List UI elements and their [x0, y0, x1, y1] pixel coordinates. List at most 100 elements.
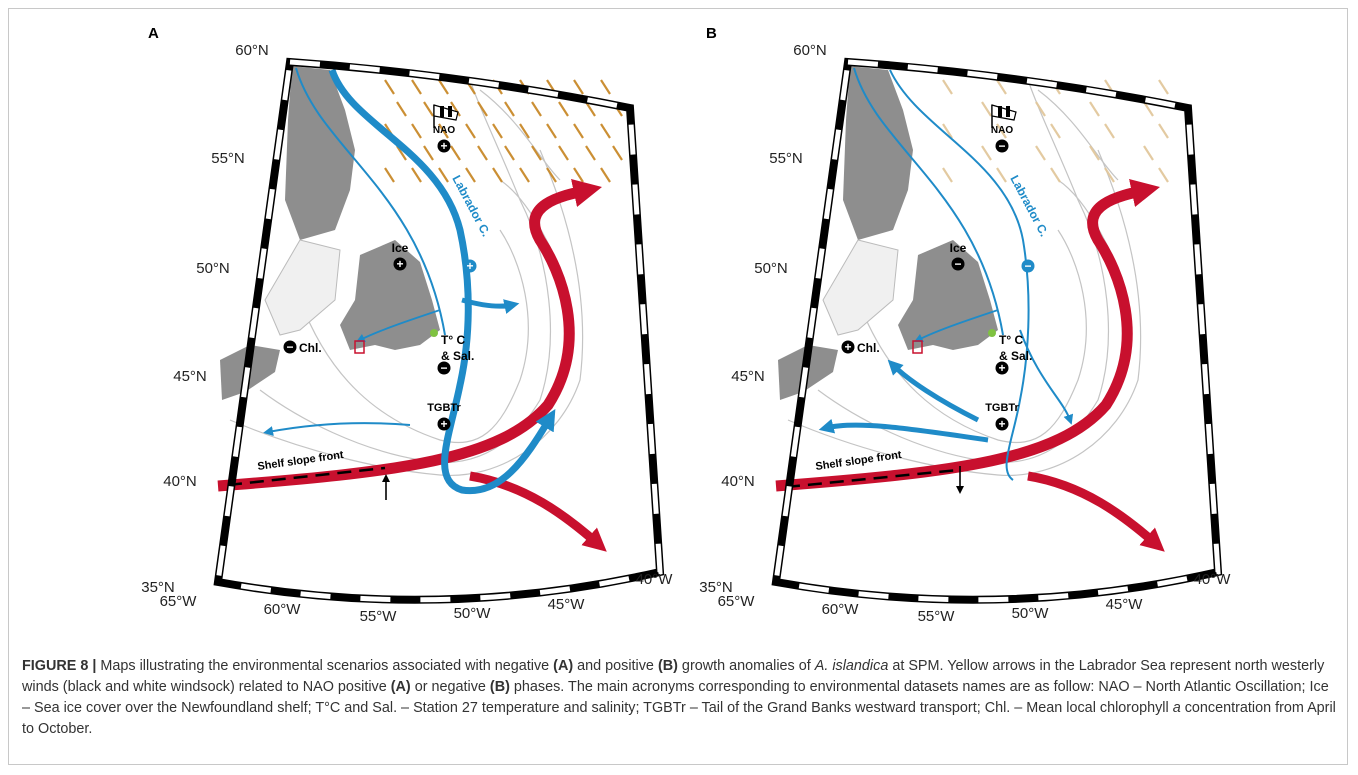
land-gulf [264, 239, 341, 336]
lon-label: 65°W [718, 593, 756, 610]
indicator-circle [951, 257, 965, 271]
lat-label: 45°N [731, 368, 765, 385]
indicator-sign: − [286, 340, 293, 354]
wind-arrow [1035, 145, 1046, 161]
ice-label: Ice [950, 241, 967, 255]
wind-arrow [1089, 101, 1100, 117]
indicator-sign: + [466, 259, 473, 273]
indicator-sign: − [440, 361, 447, 375]
wind-arrow [546, 167, 557, 183]
sal-label: & Sal. [441, 349, 474, 363]
wind-arrow [1050, 123, 1061, 139]
nao-label: NAO [991, 125, 1013, 136]
wind-arrow [558, 145, 569, 161]
indicator-sign: − [998, 139, 1005, 153]
panel-label: A [148, 25, 159, 42]
indicator-circle [995, 361, 1009, 375]
gulf-stream-branch [1027, 471, 1165, 552]
labrador-current [889, 69, 1030, 481]
wind-arrow [942, 167, 953, 183]
figure-frame [8, 8, 1348, 765]
land-labrador [285, 66, 355, 240]
wind-arrow [600, 79, 611, 95]
wind-arrow [423, 101, 434, 117]
indicator-circle [283, 340, 297, 354]
wind-arrow [492, 123, 503, 139]
caption-segment: FIGURE 8 | [22, 658, 97, 674]
caption-segment: a [1172, 700, 1181, 716]
gulf-branch [887, 359, 980, 423]
lon-label: 40°W [636, 571, 674, 588]
indicator-sign: − [954, 257, 961, 271]
wind-arrow [450, 101, 461, 117]
wind-arrow [1158, 167, 1169, 183]
wind-arrow [411, 167, 422, 183]
windsock-band [998, 106, 1002, 117]
caption-segment: (B) [657, 658, 678, 674]
tgbtr-label: TGBTr [985, 402, 1019, 414]
gulf-branch-thin [913, 309, 999, 343]
wind-arrow [531, 145, 542, 161]
caption-segment: growth anomalies of [677, 658, 815, 674]
bathymetry-contour [817, 79, 1109, 464]
gulf-stream [775, 179, 1160, 492]
wind-arrow [411, 79, 422, 95]
shelf-front [227, 466, 386, 487]
wind-arrow [996, 167, 1007, 183]
wind-arrow [1158, 123, 1169, 139]
lat-label: 35°N [699, 579, 733, 596]
indicator-circle [437, 361, 451, 375]
wind-arrow [600, 167, 611, 183]
wind-arrow [504, 101, 515, 117]
wind-arrow [1035, 101, 1046, 117]
ice-label: Ice [392, 241, 409, 255]
wind-arrow [384, 167, 395, 183]
station-27 [988, 329, 996, 337]
map-frame-dash [773, 59, 1221, 603]
wind-arrow [477, 101, 488, 117]
windsock-band [440, 106, 444, 117]
lon-label: 45°W [1106, 596, 1144, 613]
wind-arrow [981, 145, 992, 161]
wind-arrow [519, 167, 530, 183]
indicator-sign: + [440, 139, 447, 153]
indicator-circle [463, 259, 477, 273]
indicator-sign: − [1024, 259, 1031, 273]
indicator-circle [437, 417, 451, 431]
wind-arrow [600, 123, 611, 139]
wind-arrow [504, 145, 515, 161]
wind-arrow [423, 145, 434, 161]
lon-label: 40°W [1194, 571, 1232, 588]
wind-arrow [438, 123, 449, 139]
windsock-band [448, 106, 452, 117]
lat-label: 60°N [793, 42, 827, 59]
bathymetry-contour [299, 229, 529, 444]
wind-arrow [531, 101, 542, 117]
wind-arrow [438, 79, 449, 95]
land-gulf [822, 239, 899, 336]
indicator-circle [393, 257, 407, 271]
wind-arrow [585, 145, 596, 161]
land-newfoundland [340, 240, 440, 350]
lon-label: 55°W [918, 608, 956, 625]
caption-segment: concentration from April to October. [22, 700, 1336, 737]
caption-segment: phases. The main acronyms corresponding … [22, 679, 1329, 716]
wind-arrow [1143, 101, 1154, 117]
chl-label: Chl. [299, 341, 322, 355]
chl-label: Chl. [857, 341, 880, 355]
lat-label: 45°N [173, 368, 207, 385]
shelf-front [785, 468, 959, 489]
lat-label: 40°N [163, 473, 197, 490]
labrador-branch [461, 297, 520, 314]
nao-label: NAO [433, 125, 455, 136]
labrador-current-inner [295, 67, 446, 336]
lat-label: 35°N [141, 579, 175, 596]
wind-arrow [942, 123, 953, 139]
lat-label: 40°N [721, 473, 755, 490]
westward-transport [818, 418, 989, 443]
wind-arrow [612, 145, 623, 161]
wind-arrow [396, 101, 407, 117]
wind-arrow [1158, 79, 1169, 95]
wind-arrow [519, 123, 530, 139]
